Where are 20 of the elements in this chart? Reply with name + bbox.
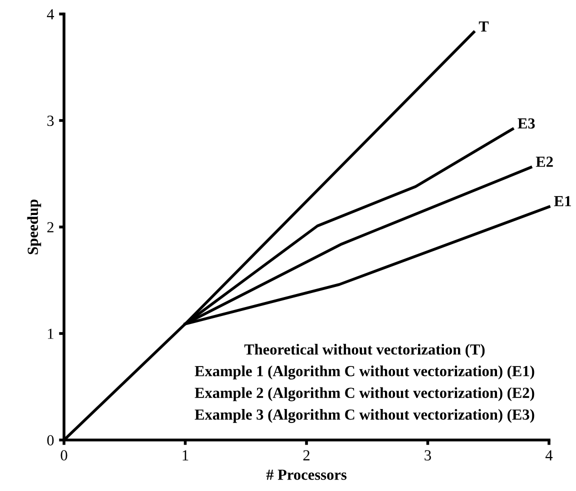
y-tick-label: 4 xyxy=(46,9,54,20)
x-axis-title: # Processors xyxy=(266,470,347,480)
y-axis-title: Speedup xyxy=(27,200,42,254)
annotation: Theoretical without vectorization (T) xyxy=(244,344,485,358)
series-label: T xyxy=(478,22,489,32)
x-tick-label: 2 xyxy=(303,450,310,460)
x-tick-label: 4 xyxy=(545,450,553,460)
series-label: E3 xyxy=(518,118,535,129)
series-label: E2 xyxy=(536,156,553,167)
y-tick-label: 2 xyxy=(47,222,54,232)
x-tick-label: 3 xyxy=(424,450,431,460)
x-tick-label: 0 xyxy=(60,450,68,460)
y-tick-label: 1 xyxy=(48,328,54,339)
x-tick-label: 1 xyxy=(182,450,188,460)
y-tick-label: 3 xyxy=(47,116,54,126)
annotation: Example 3 (Algorithm C without vectorization) (E3) xyxy=(194,408,534,423)
annotation: Example 2 (Algorithm C without vectorization) (E2) xyxy=(194,387,534,402)
annotation: Example 1 (Algorithm C without vectorization) (E1) xyxy=(194,366,534,380)
y-tick-label: 0 xyxy=(47,435,54,446)
series-label: E1 xyxy=(554,196,571,206)
